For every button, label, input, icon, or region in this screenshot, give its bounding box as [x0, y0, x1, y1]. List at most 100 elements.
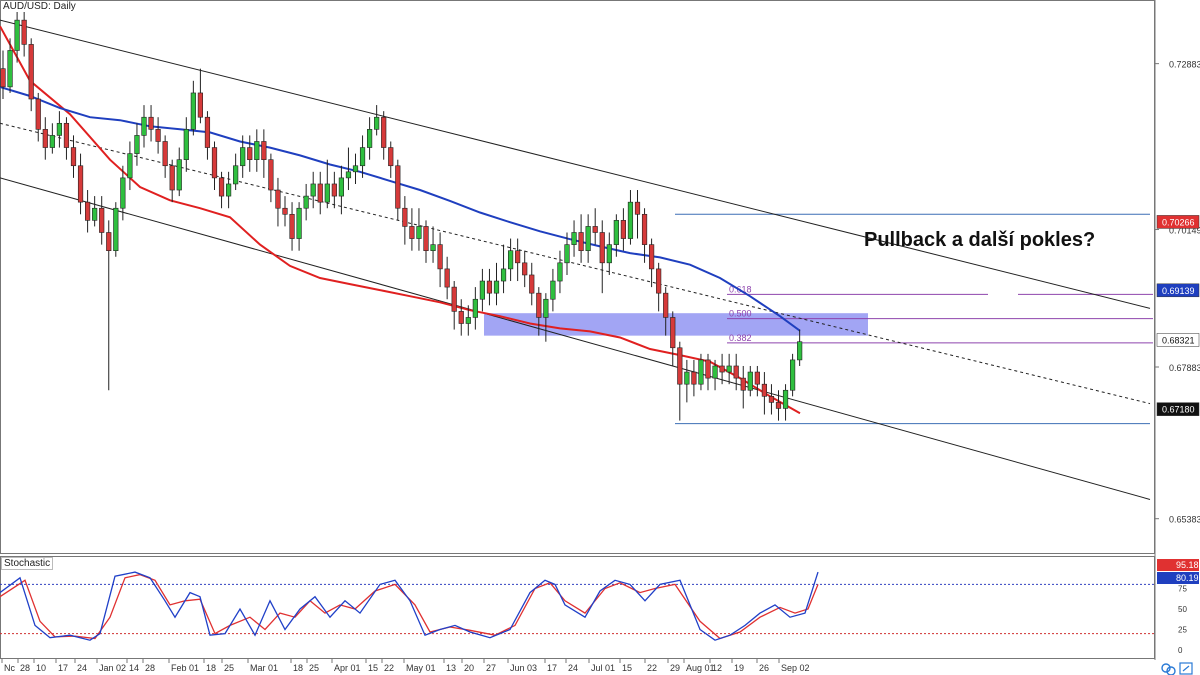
candle: [324, 159, 330, 209]
fib-level-label: 0.382: [729, 333, 752, 343]
candle-body: [92, 207, 98, 221]
candle: [663, 287, 669, 336]
candle-body: [613, 220, 619, 245]
candle-body: [7, 50, 13, 88]
candle: [782, 384, 789, 421]
candle-body: [684, 371, 690, 385]
candle-body: [641, 213, 648, 245]
candle-body: [324, 183, 330, 203]
chart-title: AUD/USD: Daily: [1, 1, 78, 12]
candle-body: [388, 147, 394, 167]
candle: [261, 129, 267, 178]
candle: [500, 244, 507, 294]
candle: [120, 165, 126, 221]
candle: [42, 117, 48, 160]
candle-body: [345, 171, 352, 179]
candle-body: [726, 365, 732, 373]
candle: [247, 135, 253, 172]
candle-body: [430, 244, 436, 251]
x-tick-label: 15: [622, 663, 632, 673]
y-tick-label: 0.70149: [1169, 226, 1200, 236]
candle-body: [705, 359, 711, 379]
x-tick-label: 12: [712, 663, 722, 673]
candle-body: [233, 165, 239, 185]
candle: [437, 232, 443, 288]
candle-body: [451, 286, 457, 312]
price-badge: 0.68321: [1156, 333, 1200, 347]
candle: [218, 171, 225, 209]
candle-body: [190, 92, 196, 130]
candle-body: [691, 371, 697, 385]
candle: [458, 299, 464, 336]
candle-body: [663, 292, 669, 318]
candle-body: [754, 371, 760, 385]
stochastic-badge-bg: [1157, 572, 1199, 584]
candle: [592, 208, 598, 245]
candle: [338, 165, 345, 215]
fib-level-label: 0.500: [729, 309, 752, 319]
candle-body: [656, 268, 662, 294]
candle: [656, 262, 662, 312]
candle-body: [247, 147, 253, 160]
stochastic-k-line: [0, 571, 819, 641]
candle: [705, 353, 711, 391]
candle: [670, 311, 676, 366]
stochastic-badge: 80.19: [1157, 572, 1199, 584]
candle-body: [70, 147, 77, 167]
candle: [190, 80, 196, 136]
candle-body: [49, 135, 55, 148]
candle: [578, 214, 584, 263]
x-tick-label: Feb 01: [171, 663, 199, 673]
candle: [691, 359, 697, 397]
candle-body: [289, 213, 295, 239]
candle-body: [35, 98, 41, 130]
candle: [507, 238, 514, 282]
price-badge: 0.67180: [1156, 402, 1200, 416]
candle-body: [486, 280, 493, 294]
candle-body: [381, 116, 387, 148]
candle-body: [698, 359, 704, 385]
stochastic-d-line: [0, 573, 819, 640]
candle-body: [740, 377, 746, 391]
candle: [606, 232, 612, 275]
x-tick-label: Jul 01: [591, 663, 615, 673]
candle-body: [768, 396, 775, 403]
candle: [529, 262, 535, 306]
price-badge-bg: [1156, 215, 1200, 229]
candle-body: [493, 280, 500, 294]
candle-body: [733, 365, 739, 379]
candle-body: [585, 226, 591, 251]
candle: [345, 147, 352, 191]
candle: [740, 365, 746, 409]
candle-body: [162, 141, 168, 167]
price-badge-label: 0.68321: [1162, 335, 1195, 345]
sync-icon[interactable]: [1161, 663, 1176, 675]
price-badge-bg: [1156, 402, 1200, 416]
price-badge-label: 0.67180: [1162, 405, 1195, 415]
candle-body: [296, 207, 302, 239]
candle: [479, 268, 486, 312]
candle: [28, 38, 34, 112]
stochastic-badge: 95.18: [1157, 559, 1199, 571]
x-tick-label: 22: [384, 663, 394, 673]
candle: [303, 183, 309, 221]
candle-body: [120, 177, 126, 209]
candle-body: [761, 383, 767, 397]
price-badge: 0.70266: [1156, 215, 1200, 229]
candle: [14, 8, 20, 63]
candle: [543, 293, 549, 342]
candle-body: [240, 147, 246, 167]
price-badge-label: 0.70266: [1162, 217, 1195, 227]
candle-body: [395, 165, 401, 209]
settings-icon[interactable]: [1179, 662, 1193, 675]
x-tick-label: 10: [36, 663, 46, 673]
x-tick-label: 22: [647, 663, 657, 673]
candle: [141, 105, 147, 148]
candle: [768, 384, 775, 415]
candle-body: [620, 220, 626, 239]
candle: [536, 287, 542, 336]
candle-body: [627, 201, 634, 239]
candle: [85, 190, 91, 233]
candle-body: [0, 68, 6, 88]
moving-average-line: [0, 25, 801, 415]
